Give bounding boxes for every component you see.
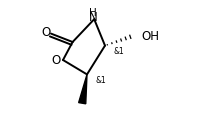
- Text: O: O: [52, 54, 61, 66]
- Polygon shape: [79, 74, 87, 104]
- Text: H: H: [89, 8, 97, 18]
- Text: O: O: [42, 26, 51, 39]
- Text: &1: &1: [114, 47, 125, 56]
- Text: &1: &1: [95, 76, 106, 85]
- Text: OH: OH: [142, 30, 160, 42]
- Text: N: N: [89, 11, 97, 24]
